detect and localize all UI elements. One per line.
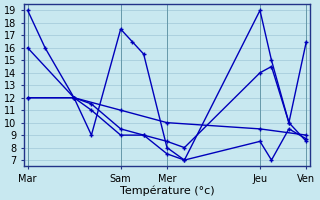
X-axis label: Température (°c): Température (°c) [120, 185, 214, 196]
